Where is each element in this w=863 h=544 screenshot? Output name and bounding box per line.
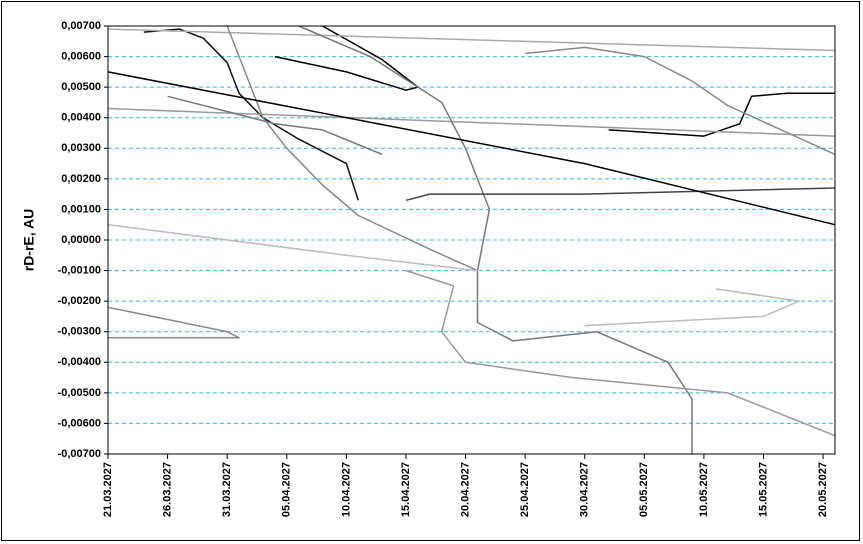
y-axis-label: rD-rE, AU: [21, 209, 37, 272]
y-tick-label: 0,00400: [61, 112, 101, 124]
x-tick-label: 10.05.2027: [698, 462, 710, 517]
x-tick-label: 10.04.2027: [340, 462, 352, 517]
series-line: [107, 71, 836, 226]
x-tick-label: 15.05.2027: [757, 462, 769, 517]
x-tick-label: 30.04.2027: [579, 462, 591, 517]
y-tick-label: -0,00200: [58, 295, 101, 307]
y-tick-label: -0,00700: [58, 448, 101, 460]
x-tick-label: 15.04.2027: [400, 462, 412, 517]
y-tick-label: 0,00500: [61, 81, 101, 93]
y-tick-label: -0,00500: [58, 387, 101, 399]
x-tick-label: 20.04.2027: [459, 462, 471, 517]
series-line: [226, 25, 478, 272]
x-tick-label: 05.04.2027: [281, 462, 293, 517]
series-line: [143, 28, 360, 201]
series-line: [584, 288, 800, 327]
x-tick-label: 20.05.2027: [817, 462, 829, 517]
y-tick-label: 0,00600: [61, 50, 101, 62]
x-tick-label: 25.04.2027: [519, 462, 531, 517]
plot-border: [107, 25, 836, 455]
y-tick-label: 0,00200: [61, 173, 101, 185]
y-tick-label: 0,00700: [61, 20, 101, 32]
series-line: [405, 187, 836, 202]
x-tick-label: 21.03.2027: [102, 462, 114, 517]
y-tick-label: -0,00300: [58, 326, 101, 338]
series-line: [274, 25, 419, 91]
series-line: [525, 46, 836, 156]
y-tick-label: 0,00000: [61, 234, 101, 246]
x-tick-label: 05.05.2027: [638, 462, 650, 517]
x-tick-label: 26.03.2027: [161, 462, 173, 517]
series-line: [405, 269, 836, 437]
y-tick-label: 0,00300: [61, 142, 101, 154]
y-tick-label: -0,00100: [58, 264, 101, 276]
x-tick-label: 31.03.2027: [221, 462, 233, 517]
series-line: [298, 25, 693, 454]
y-tick-label: -0,00600: [58, 417, 101, 429]
y-tick-label: -0,00400: [58, 356, 101, 368]
series-line: [167, 95, 383, 156]
series-line: [608, 92, 835, 137]
series-line: [107, 223, 478, 272]
series-line: [107, 107, 836, 137]
y-tick-label: 0,00100: [61, 203, 101, 215]
series-line: [107, 306, 240, 339]
